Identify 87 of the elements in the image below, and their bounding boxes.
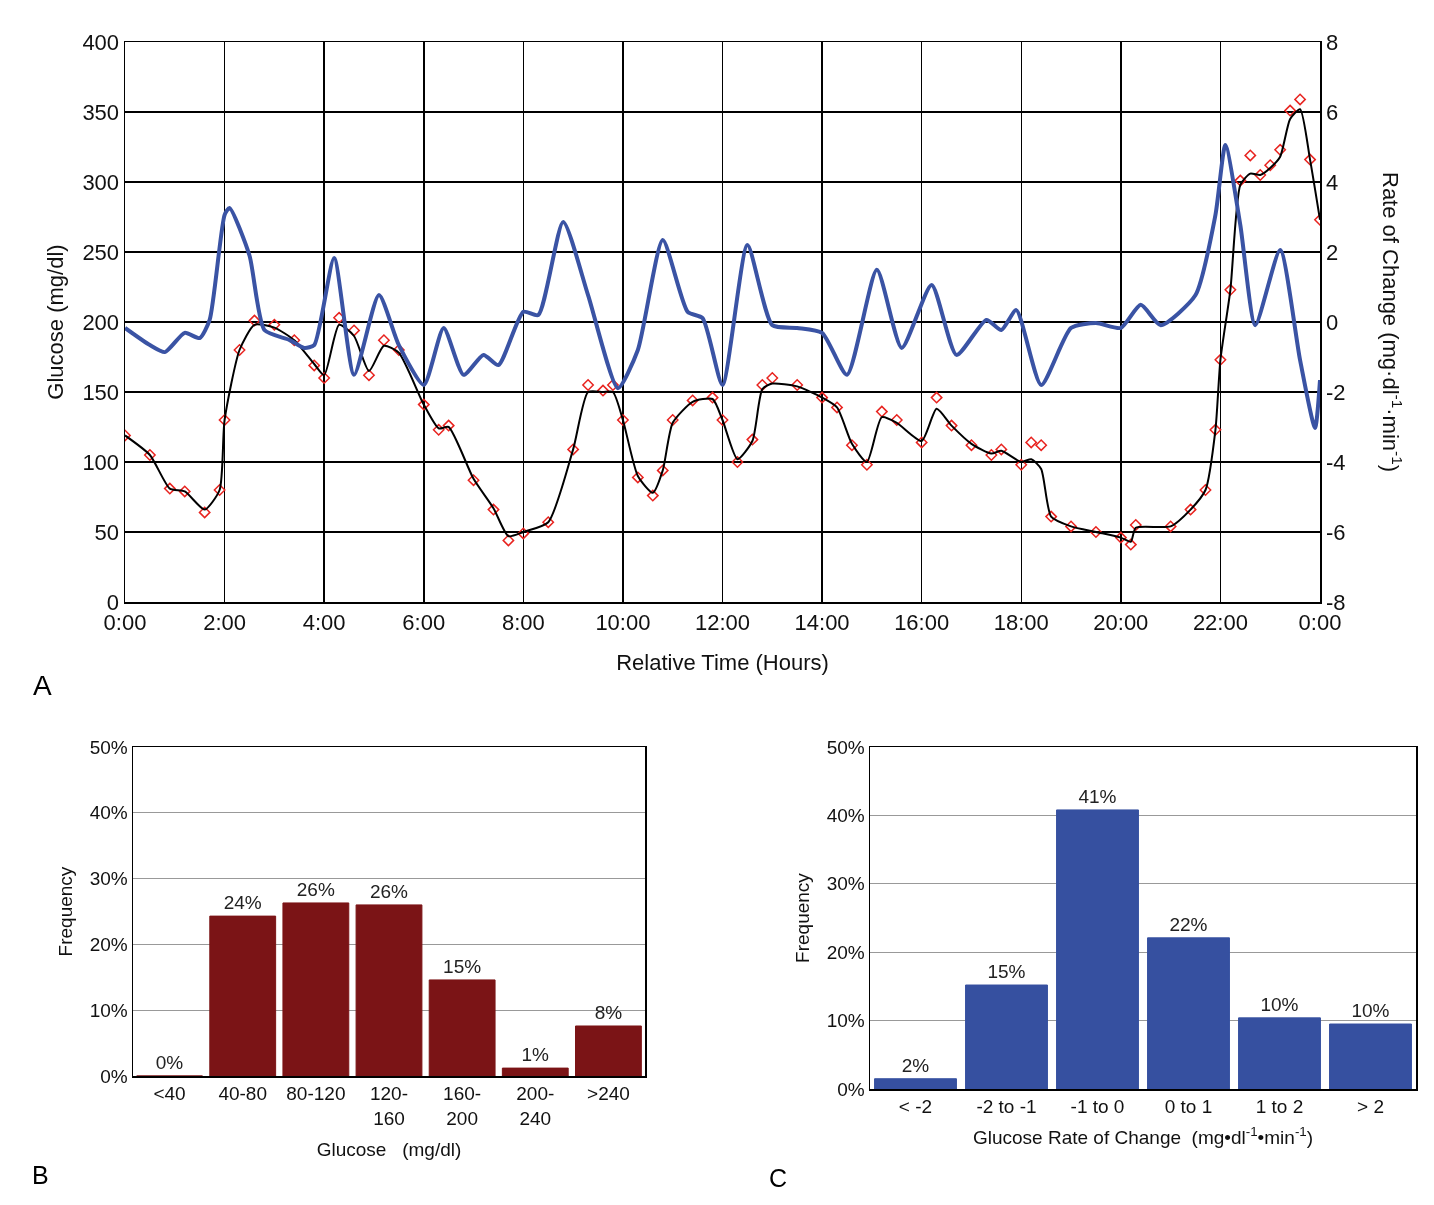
y-tick-label: 150 — [82, 379, 120, 405]
y2-tick-label: -2 — [1325, 379, 1346, 405]
bar — [1329, 1023, 1412, 1089]
y2-tick-label: 2 — [1325, 239, 1339, 265]
data-label: 1% — [521, 1044, 550, 1066]
data-label: 2% — [901, 1054, 930, 1076]
y2-tick-label: 4 — [1325, 169, 1339, 195]
x-tick-label: 12:00 — [694, 609, 751, 635]
x-tick-label: 200- 240 — [516, 1083, 555, 1129]
data-label: 0% — [155, 1052, 184, 1073]
x-tick-label: <40 — [153, 1083, 186, 1105]
x-tick-label: 8:00 — [501, 609, 545, 635]
x-tick-label: -2 to -1 — [976, 1096, 1037, 1118]
x-tick-label: 20:00 — [1093, 609, 1149, 635]
y2-tick-label: -6 — [1325, 519, 1346, 545]
data-label: 15% — [443, 955, 482, 977]
y-tick-label: 250 — [82, 239, 120, 265]
x-tick-label: 22:00 — [1192, 609, 1248, 635]
bar — [282, 902, 350, 1076]
bar — [355, 904, 423, 1076]
bar — [874, 1078, 957, 1089]
x-tick-label: 10:00 — [595, 609, 651, 635]
y2-tick-label: 0 — [1325, 309, 1339, 335]
y-tick-label: 50% — [89, 736, 128, 758]
x-tick-label: 4:00 — [302, 609, 346, 635]
y-axis-title: Frequency — [791, 872, 813, 963]
x-tick-label: 160- 200 — [443, 1083, 482, 1129]
bar — [1147, 937, 1230, 1089]
data-label: 24% — [223, 892, 262, 914]
x-tick-label: 120- 160 — [369, 1083, 409, 1129]
x-tick-label: < -2 — [898, 1096, 933, 1118]
text: B — [32, 1161, 49, 1189]
y-tick-label: 20% — [89, 934, 128, 956]
data-label: 10% — [1351, 1000, 1390, 1022]
x-tick-label: 18:00 — [993, 609, 1049, 635]
bar — [428, 979, 496, 1076]
y-tick-label: 200 — [82, 309, 120, 335]
data-label: 26% — [296, 878, 335, 900]
x-tick-label: 0 to 1 — [1164, 1096, 1213, 1118]
y2-tick-label: -4 — [1325, 449, 1346, 475]
x-tick-label: 40-80 — [218, 1083, 268, 1105]
y-tick-label: 300 — [82, 169, 120, 195]
x-tick-label: 80-120 — [286, 1083, 346, 1105]
y2-tick-label: 8 — [1325, 29, 1339, 55]
data-label: 10% — [1260, 993, 1299, 1015]
y-tick-label: 100 — [82, 449, 120, 475]
x-tick-label: 2:00 — [203, 609, 246, 635]
text: A — [33, 670, 52, 701]
data-label: 41% — [1078, 785, 1117, 807]
y-tick-label: 0% — [837, 1078, 865, 1100]
y-axis-title: Frequency — [54, 866, 76, 957]
bar — [1056, 809, 1139, 1089]
y-tick-label: 30% — [89, 868, 128, 890]
data-label: 26% — [369, 880, 409, 902]
x-tick-label: 1 to 2 — [1255, 1096, 1304, 1118]
x-axis-title: Relative Time (Hours) — [616, 649, 829, 675]
bar — [501, 1067, 569, 1076]
data-label: 22% — [1169, 913, 1208, 935]
y-tick-label: 40% — [89, 802, 128, 824]
x-tick-label: >240 — [587, 1083, 630, 1105]
text: C — [769, 1164, 788, 1192]
bar — [575, 1025, 642, 1076]
y-tick-label: 20% — [826, 941, 865, 963]
y-tick-label: 40% — [826, 805, 865, 827]
y-tick-label: 30% — [826, 873, 865, 895]
y-axis-title: Glucose (mg/dl) — [43, 244, 69, 400]
x-tick-label: 6:00 — [402, 609, 446, 635]
y-tick-label: 400 — [82, 29, 120, 55]
x-axis-title: Glucose Rate of Change (mg•dl$^{-1}$•min$^{-1}$) — [972, 1123, 1314, 1148]
y-tick-label: 10% — [89, 999, 128, 1021]
x-tick-label: 16:00 — [894, 609, 950, 635]
bar — [965, 984, 1048, 1089]
y2-tick-label: 6 — [1325, 99, 1339, 125]
x-tick-label: > 2 — [1357, 1096, 1384, 1118]
y-tick-label: 10% — [826, 1010, 865, 1032]
line-series — [125, 142, 1320, 431]
bar — [1238, 1017, 1321, 1089]
y-tick-label: 0% — [100, 1065, 128, 1087]
y-tick-label: 50 — [94, 519, 120, 545]
y-tick-label: 350 — [82, 99, 120, 125]
x-axis-title: Glucose (mg/dl) — [316, 1138, 462, 1160]
data-label: 15% — [987, 961, 1026, 983]
bar — [209, 915, 277, 1076]
data-label: 8% — [594, 1001, 623, 1023]
x-tick-label: 14:00 — [794, 609, 850, 635]
y-tick-label: 50% — [826, 736, 865, 758]
x-tick-label: -1 to 0 — [1070, 1096, 1125, 1118]
